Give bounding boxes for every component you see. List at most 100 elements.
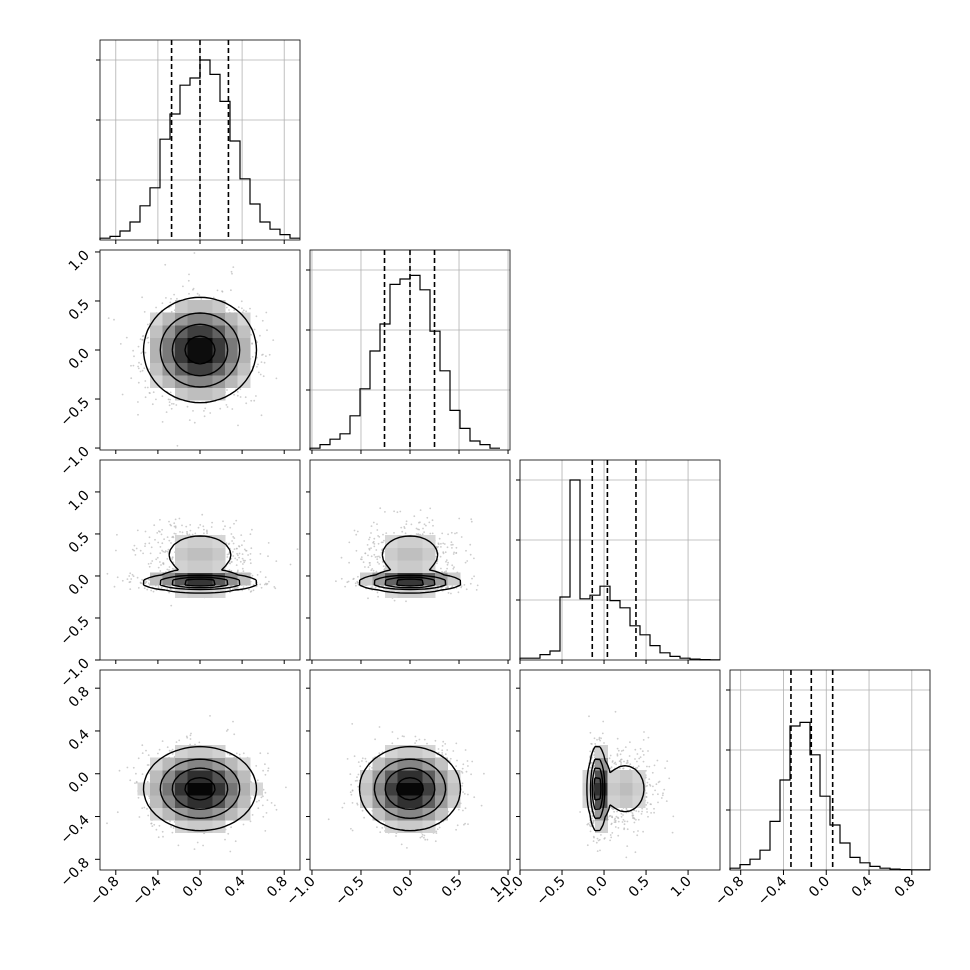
density-bin xyxy=(150,362,163,376)
sample-point xyxy=(346,758,349,760)
sample-point xyxy=(182,285,184,288)
sample-point xyxy=(238,545,240,547)
sample-point xyxy=(473,557,475,560)
sample-point xyxy=(267,542,270,544)
sample-point xyxy=(258,799,260,802)
contour-level xyxy=(171,576,229,589)
sample-point xyxy=(376,555,379,558)
sample-point xyxy=(165,411,168,413)
sample-point xyxy=(437,542,440,545)
sample-point xyxy=(440,546,442,548)
sample-point xyxy=(419,509,422,511)
density-bin xyxy=(150,770,163,783)
density-bin xyxy=(187,375,201,388)
sample-point xyxy=(447,533,449,536)
sample-point xyxy=(142,338,144,341)
sample-point xyxy=(237,569,239,572)
density-bin xyxy=(187,325,201,338)
sample-point xyxy=(393,532,395,534)
sample-point xyxy=(256,365,258,368)
contour-level xyxy=(159,312,241,388)
sample-point xyxy=(450,541,453,544)
density-bin xyxy=(397,535,411,548)
sample-point xyxy=(260,414,263,417)
density-bin xyxy=(200,547,213,561)
sample-point xyxy=(262,375,265,378)
sample-point xyxy=(360,558,363,561)
sample-point xyxy=(267,769,269,772)
sample-point xyxy=(235,752,238,755)
sample-point xyxy=(221,290,224,293)
sample-point xyxy=(147,814,150,817)
sample-point xyxy=(173,532,176,535)
sample-point xyxy=(166,558,169,560)
sample-point xyxy=(139,370,142,373)
sample-point xyxy=(148,795,151,798)
sample-point xyxy=(252,589,255,592)
sample-point xyxy=(171,402,173,405)
sample-point xyxy=(264,763,266,766)
density-bin xyxy=(150,337,163,351)
sample-point xyxy=(349,773,352,775)
sample-point xyxy=(377,542,380,545)
sample-point xyxy=(169,523,172,526)
sample-point xyxy=(170,542,172,544)
sample-point xyxy=(400,526,403,529)
density-bin xyxy=(410,535,423,548)
density-bin xyxy=(200,362,213,376)
contour-lines xyxy=(142,296,258,404)
density-bins xyxy=(150,300,251,401)
sample-point xyxy=(259,583,262,586)
sample-point xyxy=(440,587,443,589)
sample-point xyxy=(370,569,373,572)
sample-point xyxy=(245,402,248,405)
contour-level xyxy=(396,578,424,587)
sample-point xyxy=(161,740,164,742)
sample-point xyxy=(267,752,269,755)
sample-point xyxy=(414,735,417,738)
sample-point xyxy=(238,552,241,555)
sample-point xyxy=(225,306,228,309)
sample-point xyxy=(429,507,432,510)
sample-point xyxy=(483,772,485,775)
sample-point xyxy=(137,757,140,760)
sample-point xyxy=(158,824,161,827)
sample-point xyxy=(121,579,124,582)
sample-point xyxy=(232,551,234,553)
sample-point xyxy=(241,544,243,547)
sample-point xyxy=(232,555,235,557)
density-bin xyxy=(150,350,163,363)
histogram-step-line xyxy=(519,479,720,661)
sample-point xyxy=(259,553,262,555)
sample-point xyxy=(350,783,352,786)
density-bin xyxy=(187,312,201,326)
sample-point xyxy=(383,539,385,542)
sample-point xyxy=(157,566,160,569)
density-bin xyxy=(237,782,251,796)
sample-point xyxy=(467,765,469,767)
sample-point xyxy=(230,826,233,829)
sample-point xyxy=(170,297,172,300)
sample-point xyxy=(348,541,351,544)
sample-point xyxy=(174,526,177,529)
sample-point xyxy=(238,556,241,559)
sample-point xyxy=(304,771,306,773)
sample-point xyxy=(239,396,242,398)
sample-point xyxy=(165,297,167,299)
sample-point xyxy=(396,511,399,514)
sample-point xyxy=(141,582,144,585)
sample-point xyxy=(157,541,160,544)
sample-point xyxy=(192,410,194,412)
sample-point xyxy=(465,549,467,552)
sample-point xyxy=(233,548,236,550)
sample-point xyxy=(445,559,448,561)
sample-point xyxy=(376,529,379,531)
sample-point xyxy=(168,569,170,571)
sample-point xyxy=(237,586,239,589)
sample-point xyxy=(367,554,369,557)
sample-point xyxy=(428,521,431,524)
density-bin xyxy=(187,350,201,363)
sample-point xyxy=(146,780,149,783)
panel-frame xyxy=(519,459,721,661)
density-bin xyxy=(212,387,226,401)
